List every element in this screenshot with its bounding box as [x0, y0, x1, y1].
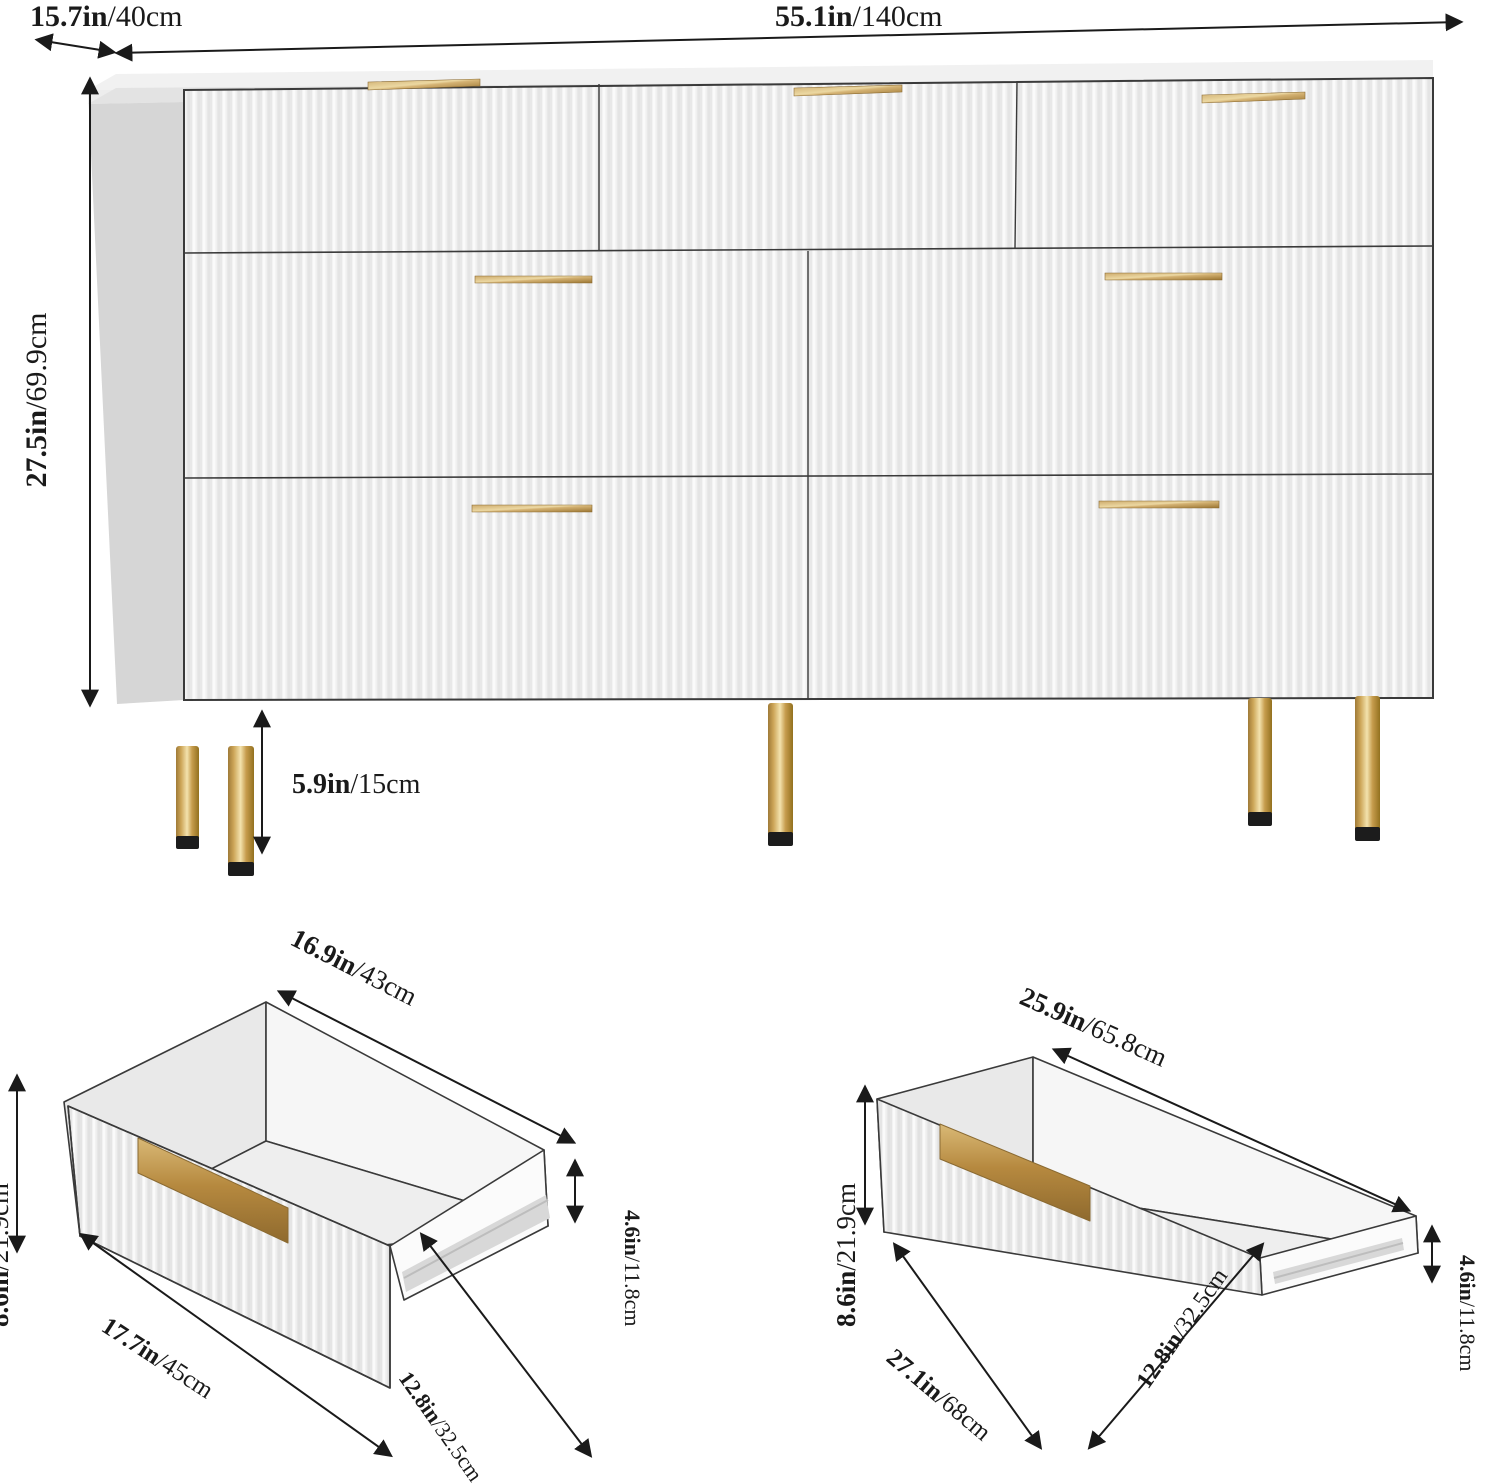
svg-text:8.6in/21.9cm: 8.6in/21.9cm [831, 1183, 861, 1327]
svg-text:27.5in/69.9cm: 27.5in/69.9cm [20, 312, 53, 487]
svg-text:5.9in/15cm: 5.9in/15cm [292, 769, 421, 800]
svg-text:4.6in/11.8cm: 4.6in/11.8cm [1455, 1255, 1480, 1372]
svg-text:8.6in/21.9cm: 8.6in/21.9cm [0, 1183, 14, 1327]
svg-text:4.6in/11.8cm: 4.6in/11.8cm [620, 1210, 645, 1327]
svg-text:15.7in/40cm: 15.7in/40cm [30, 0, 183, 33]
svg-text:55.1in/140cm: 55.1in/140cm [775, 0, 943, 33]
